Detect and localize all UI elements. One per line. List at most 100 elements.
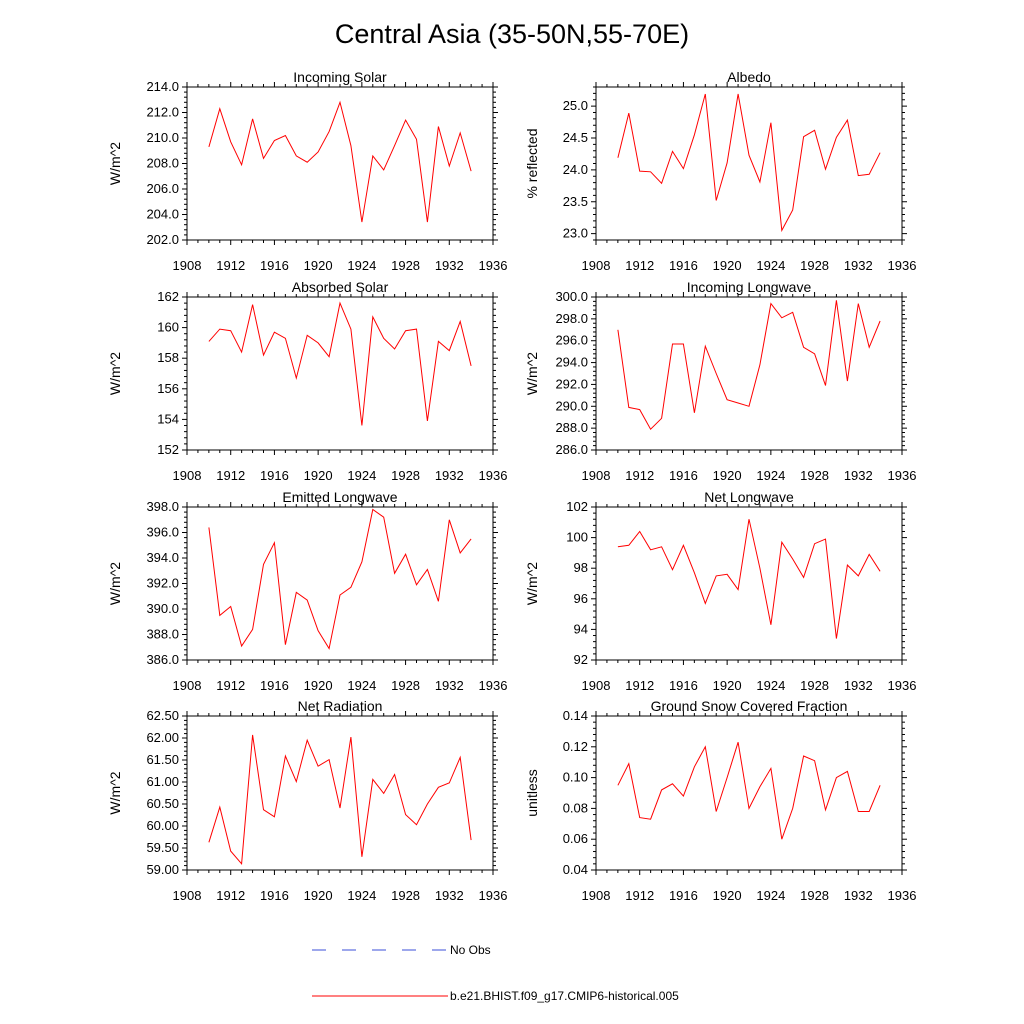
plot-frame-net-radiation (186, 715, 494, 871)
legend: No Obs b.e21.BHIST.f09_g17.CMIP6-histori… (312, 943, 679, 1003)
y-tick-label: 210.0 (146, 130, 179, 145)
series-line-absorbed-solar (208, 301, 472, 426)
y-axis-label-incoming-solar: W/m^2 (107, 142, 123, 185)
x-tick-label: 1932 (844, 468, 873, 483)
legend-model-label: b.e21.BHIST.f09_g17.CMIP6-historical.005 (450, 989, 679, 1003)
x-tick-label: 1932 (435, 678, 464, 693)
series-line-ground-snow-covered-fraction (617, 742, 881, 840)
x-tick-label: 1924 (347, 678, 376, 693)
plot-frame-absorbed-solar (186, 296, 494, 451)
panel-albedo: Albedo % reflected 1908 1912 1916 1920 1924 192… (524, 69, 916, 273)
x-tick-label: 1912 (216, 888, 245, 903)
panel-title-emitted-longwave: Emitted Longwave (282, 489, 397, 505)
x-tick-label: 1912 (625, 888, 654, 903)
y-tick-label: 300.0 (555, 289, 588, 304)
x-tick-label: 1932 (844, 888, 873, 903)
x-tick-label: 1916 (669, 258, 698, 273)
x-tick-label: 1928 (800, 258, 829, 273)
y-axis-label-absorbed-solar: W/m^2 (107, 352, 123, 395)
x-tick-label: 1924 (347, 888, 376, 903)
x-tick-label: 1916 (260, 258, 289, 273)
x-tick-label: 1924 (756, 888, 785, 903)
x-tick-label: 1936 (888, 888, 917, 903)
y-tick-label: 398.0 (146, 499, 179, 514)
y-tick-label: 386.0 (146, 652, 179, 667)
x-tick-label: 1936 (479, 258, 508, 273)
x-tick-label: 1916 (260, 678, 289, 693)
y-tick-label: 23.0 (563, 226, 588, 241)
y-axis-label-emitted-longwave: W/m^2 (107, 562, 123, 605)
y-tick-label: 152 (157, 442, 179, 457)
x-tick-label: 1908 (582, 678, 611, 693)
x-tick-label: 1908 (582, 888, 611, 903)
y-tick-label: 158 (157, 350, 179, 365)
x-tick-label: 1936 (888, 468, 917, 483)
panel-emitted-longwave: Emitted Longwave W/m^2 1908 1912 1916 1920 192… (107, 489, 507, 693)
x-tick-label: 1916 (669, 468, 698, 483)
x-tick-label: 1932 (844, 678, 873, 693)
panel-title-absorbed-solar: Absorbed Solar (292, 279, 389, 295)
x-tick-label: 1912 (216, 678, 245, 693)
x-tick-label: 1920 (713, 468, 742, 483)
y-tick-label: 62.50 (146, 708, 179, 723)
x-tick-label: 1912 (216, 258, 245, 273)
y-tick-label: 0.08 (563, 800, 588, 815)
y-axis-label-albedo: % reflected (524, 128, 540, 198)
y-tick-label: 396.0 (146, 525, 179, 540)
plot-frame-emitted-longwave (186, 506, 494, 661)
y-tick-label: 286.0 (555, 442, 588, 457)
x-tick-label: 1916 (669, 678, 698, 693)
x-tick-label: 1924 (347, 258, 376, 273)
panel-title-incoming-solar: Incoming Solar (293, 69, 387, 85)
x-tick-label: 1932 (435, 888, 464, 903)
y-tick-label: 162 (157, 289, 179, 304)
y-tick-label: 25.0 (563, 98, 588, 113)
legend-obs-label: No Obs (450, 943, 491, 957)
y-axis-label-net-longwave: W/m^2 (524, 562, 540, 605)
y-tick-label: 100 (566, 530, 588, 545)
y-tick-label: 288.0 (555, 420, 588, 435)
x-tick-label: 1908 (173, 888, 202, 903)
figure-title: Central Asia (35-50N,55-70E) (335, 19, 689, 49)
y-tick-label: 24.0 (563, 162, 588, 177)
x-tick-label: 1924 (347, 468, 376, 483)
x-tick-label: 1908 (582, 468, 611, 483)
x-tick-label: 1936 (479, 888, 508, 903)
x-tick-label: 1920 (304, 888, 333, 903)
y-axis-label-incoming-longwave: W/m^2 (524, 352, 540, 395)
x-tick-label: 1936 (479, 678, 508, 693)
x-tick-label: 1924 (756, 678, 785, 693)
y-tick-label: 0.10 (563, 770, 588, 785)
y-tick-label: 98 (574, 560, 588, 575)
y-tick-label: 394.0 (146, 550, 179, 565)
x-tick-label: 1928 (391, 678, 420, 693)
y-tick-label: 59.50 (146, 840, 179, 855)
y-tick-label: 292.0 (555, 376, 588, 391)
series-line-albedo (617, 93, 881, 233)
x-tick-label: 1928 (391, 258, 420, 273)
x-tick-label: 1932 (435, 468, 464, 483)
y-tick-label: 61.50 (146, 752, 179, 767)
x-tick-label: 1920 (713, 258, 742, 273)
series-line-net-longwave (617, 519, 881, 639)
y-tick-label: 294.0 (555, 355, 588, 370)
x-tick-label: 1936 (888, 678, 917, 693)
y-tick-label: 60.00 (146, 818, 179, 833)
x-tick-label: 1928 (800, 888, 829, 903)
y-tick-label: 0.06 (563, 831, 588, 846)
y-tick-label: 298.0 (555, 311, 588, 326)
x-tick-label: 1928 (391, 468, 420, 483)
x-tick-label: 1916 (260, 888, 289, 903)
y-tick-label: 388.0 (146, 627, 179, 642)
x-tick-label: 1908 (582, 258, 611, 273)
y-axis-label-ground-snow-covered-fraction: unitless (524, 769, 540, 816)
panel-net-longwave: Net Longwave W/m^2 1908 1912 1916 1920 1924 192… (524, 489, 916, 693)
y-tick-label: 23.5 (563, 194, 588, 209)
series-line-net-radiation (208, 734, 472, 866)
y-tick-label: 296.0 (555, 333, 588, 348)
panel-incoming-solar: Incoming Solar W/m^2 1908 1912 1916 1920 1924 1… (107, 69, 507, 273)
x-tick-label: 1912 (625, 258, 654, 273)
x-tick-label: 1920 (304, 468, 333, 483)
y-tick-label: 94 (574, 621, 588, 636)
